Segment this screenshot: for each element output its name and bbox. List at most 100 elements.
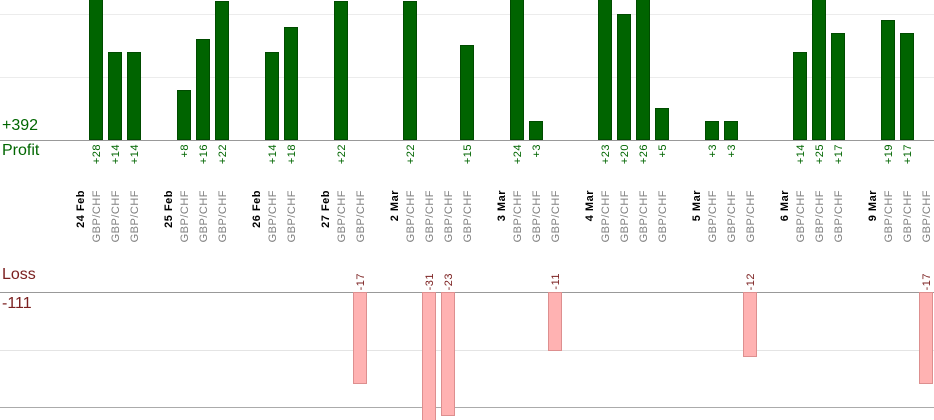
loss-value-label: -17 [354,272,367,290]
trade-column: -23 GBP/CHF [439,0,458,420]
profit-value-label: +22 [335,144,348,165]
date-column: 27 Feb [319,0,332,420]
date-group: 6 Mar +14 GBP/CHF +25 GBP/CHF +17 GBP/CHF [778,0,848,420]
profit-bar [265,52,279,140]
profit-value-label: +24 [511,144,524,165]
trade-column: +18 GBP/CHF [282,0,301,420]
profit-bar [636,0,650,140]
profit-bar [831,33,845,140]
date-label: 6 Mar [778,190,791,222]
profit-bar [617,14,631,140]
profit-value-label: +3 [706,144,719,158]
profit-value-label: +19 [882,144,895,165]
date-label: 5 Mar [690,190,703,222]
trade-column: +22 GBP/CHF [401,0,420,420]
symbol-label: GBP/CHF [832,190,845,243]
trade-column: +19 GBP/CHF [879,0,898,420]
trade-column: +20 GBP/CHF [615,0,634,420]
profit-value-label: +25 [813,144,826,165]
trade-column: +15 GBP/CHF [458,0,477,420]
date-column: 24 Feb [74,0,87,420]
trade-column: +23 GBP/CHF [596,0,615,420]
loss-axis-line [0,292,934,293]
symbol-label: GBP/CHF [901,190,914,243]
profit-value-label: +18 [285,144,298,165]
trade-column: -12 GBP/CHF [741,0,760,420]
loss-total-value: -111 [2,295,32,312]
trade-column: +14 GBP/CHF [263,0,282,420]
profit-value-label: +20 [618,144,631,165]
trade-column: -17 GBP/CHF [917,0,934,420]
profit-value-label: +28 [90,144,103,165]
trade-column: -17 GBP/CHF [351,0,370,420]
date-group: 9 Mar +19 GBP/CHF +17 GBP/CHF -17 GBP/CHF [866,0,934,420]
chart-bottom-line [0,407,934,408]
loss-bar [919,292,933,384]
date-column: 5 Mar [690,0,703,420]
profit-value-label: +14 [109,144,122,165]
profit-bar [900,33,914,140]
trade-column: +22 GBP/CHF [332,0,351,420]
symbol-label: GBP/CHF [511,190,524,243]
date-column: 6 Mar [778,0,791,420]
profit-bar [598,0,612,140]
trade-column: +22 GBP/CHF [213,0,232,420]
symbol-label: GBP/CHF [813,190,826,243]
profit-bar [812,0,826,140]
trade-column: +28 GBP/CHF [87,0,106,420]
date-group: 4 Mar +23 GBP/CHF +20 GBP/CHF +26 GBP/CHF +5 GBP… [583,0,672,420]
date-group: 25 Feb +8 GBP/CHF +16 GBP/CHF +22 GBP/CHF [162,0,232,420]
profit-value-label: +14 [128,144,141,165]
profit-bar [881,20,895,140]
symbol-label: GBP/CHF [404,190,417,243]
symbol-label: GBP/CHF [216,190,229,243]
profit-axis-label: Profit [2,142,40,159]
profit-value-label: +16 [197,144,210,165]
profit-value-label: +14 [266,144,279,165]
profit-bar [793,52,807,140]
date-label: 24 Feb [74,190,87,228]
loss-bar [353,292,367,384]
trade-column: +25 GBP/CHF [810,0,829,420]
profit-bar [460,45,474,140]
symbol-label: GBP/CHF [178,190,191,243]
date-column: 9 Mar [866,0,879,420]
symbol-label: GBP/CHF [423,190,436,243]
profit-value-label: +3 [530,144,543,158]
symbol-label: GBP/CHF [794,190,807,243]
profit-bar [705,121,719,140]
profit-bar [529,121,543,140]
symbol-label: GBP/CHF [128,190,141,243]
symbol-label: GBP/CHF [725,190,738,243]
loss-value-label: -11 [549,273,562,290]
date-label: 26 Feb [250,190,263,228]
date-group: 27 Feb +22 GBP/CHF -17 GBP/CHF [319,0,370,420]
symbol-label: GBP/CHF [920,190,933,243]
symbol-label: GBP/CHF [744,190,757,243]
date-column: 4 Mar [583,0,596,420]
loss-bar [422,292,436,420]
trade-column: +17 GBP/CHF [829,0,848,420]
trade-column: +5 GBP/CHF [653,0,672,420]
symbol-label: GBP/CHF [461,190,474,243]
profit-bar [724,121,738,140]
trade-column: +3 GBP/CHF [722,0,741,420]
trade-column: +17 GBP/CHF [898,0,917,420]
symbol-label: GBP/CHF [335,190,348,243]
loss-axis-label: Loss [2,266,36,283]
loss-bar [441,292,455,416]
trade-column: +26 GBP/CHF [634,0,653,420]
symbol-label: GBP/CHF [442,190,455,243]
symbol-label: GBP/CHF [549,190,562,243]
trade-column: +24 GBP/CHF [508,0,527,420]
profit-bar [127,52,141,140]
loss-value-label: -31 [423,272,436,290]
profit-bar [284,27,298,140]
trade-column: +3 GBP/CHF [703,0,722,420]
symbol-label: GBP/CHF [599,190,612,243]
symbol-label: GBP/CHF [882,190,895,243]
date-column: 2 Mar [388,0,401,420]
date-group: 24 Feb +28 GBP/CHF +14 GBP/CHF +14 GBP/CHF [74,0,144,420]
date-label: 2 Mar [388,190,401,222]
